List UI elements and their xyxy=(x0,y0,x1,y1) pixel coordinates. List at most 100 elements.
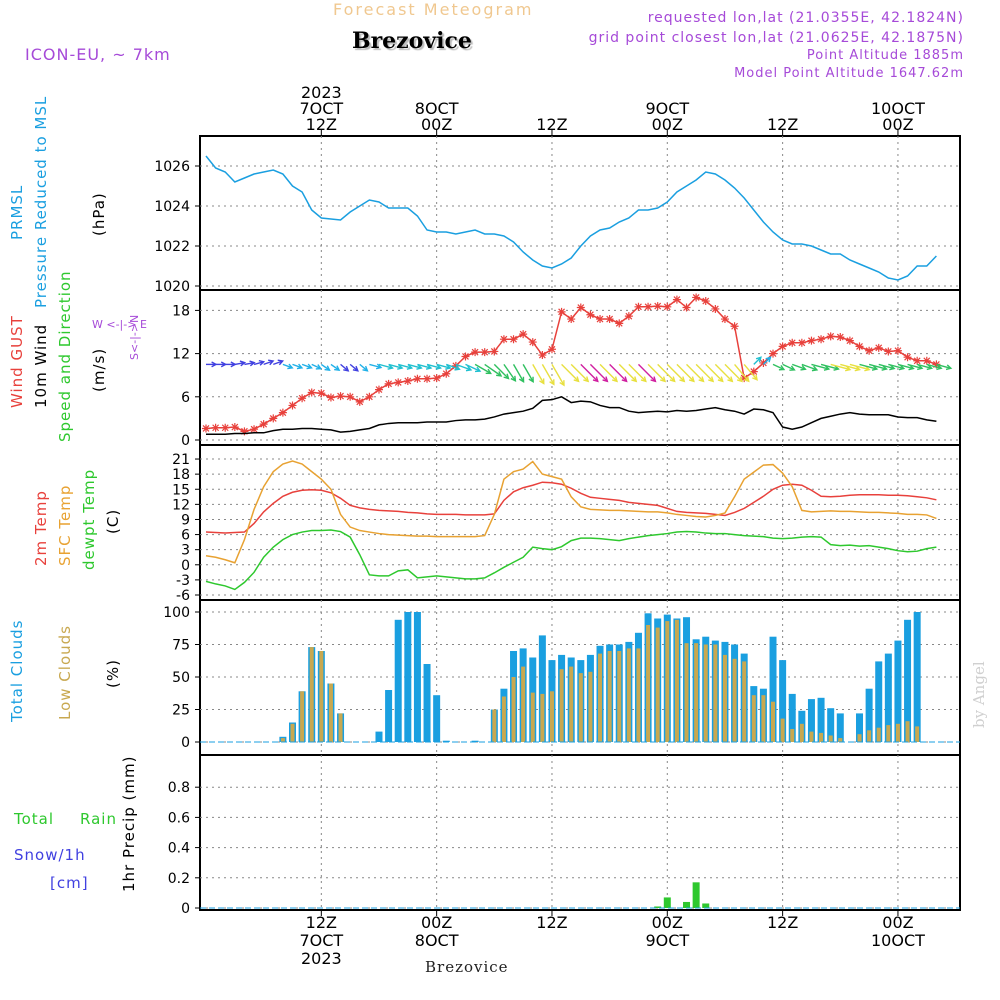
wind-arrow-head xyxy=(936,364,943,371)
gust-marker xyxy=(817,335,826,344)
wind-arrow xyxy=(292,363,303,369)
wind-arrow xyxy=(512,364,525,383)
gust-marker xyxy=(278,408,287,417)
y-tick-label: 6 xyxy=(181,528,190,544)
bar-total-clouds xyxy=(779,660,787,742)
wind-arrow xyxy=(570,363,589,382)
y-tick-label: 3 xyxy=(181,543,190,559)
gust-marker xyxy=(259,420,268,429)
bar-low-clouds xyxy=(646,625,651,742)
gust-marker xyxy=(836,333,845,342)
gust-marker xyxy=(269,414,278,423)
bar-low-clouds xyxy=(665,621,670,742)
wind-arrow xyxy=(734,363,750,382)
gust-marker xyxy=(221,423,230,432)
y-tick-label: 1024 xyxy=(154,199,190,215)
panel-pressure: 1020 1022 1024 1026 xyxy=(154,135,961,295)
wind-arrow xyxy=(273,360,283,366)
wind-arrow xyxy=(340,363,349,372)
wind-arrow-head xyxy=(823,365,831,371)
time-label-top: 7OCT xyxy=(299,99,343,118)
gust-marker xyxy=(336,392,345,401)
bar-total-clouds xyxy=(817,697,825,742)
y-tick-label: 9 xyxy=(181,512,190,528)
bar-low-clouds xyxy=(588,671,593,742)
gust-marker xyxy=(499,335,508,344)
wind-arrow xyxy=(398,363,412,369)
compass-we: W <-|-> E xyxy=(92,318,147,331)
y-tick-label: 25 xyxy=(172,703,190,719)
gust-marker xyxy=(250,425,259,434)
wind-arrow-head xyxy=(387,364,394,370)
bar-low-clouds xyxy=(905,721,910,742)
wind-arrow xyxy=(244,361,255,366)
wind-arrow-head xyxy=(736,376,743,383)
bar-low-clouds xyxy=(617,651,622,742)
gust-marker xyxy=(509,335,518,344)
wind-arrow-head xyxy=(474,366,482,373)
gust-marker xyxy=(769,349,778,358)
wind-arrow xyxy=(263,360,274,366)
wind-arrow xyxy=(349,363,359,372)
y-tick-label: 18 xyxy=(172,467,190,483)
gust-marker xyxy=(442,369,451,378)
bar-low-clouds xyxy=(761,695,766,742)
wind-arrow xyxy=(436,363,451,369)
series-line-dewpt-temp xyxy=(205,529,937,591)
y-tick-label: 6 xyxy=(181,390,190,406)
bar-low-clouds xyxy=(559,669,564,742)
bar-low-clouds xyxy=(578,673,583,742)
bar-total-clouds xyxy=(894,640,902,742)
wind-arrow xyxy=(791,363,806,370)
wind-arrow xyxy=(907,363,923,369)
gust-marker xyxy=(874,343,883,352)
bar-total-clouds xyxy=(538,635,546,742)
wind-arrow-head xyxy=(416,364,423,370)
wind-arrow xyxy=(782,363,795,371)
gust-marker xyxy=(922,356,931,365)
wind-arrow-head xyxy=(752,374,758,381)
bar-total-clouds xyxy=(394,619,402,742)
wind-arrow-head xyxy=(864,365,871,372)
wind-arrow xyxy=(686,363,704,382)
wind-arrow xyxy=(801,363,818,371)
time-label-top: 9OCT xyxy=(645,99,689,118)
wind-arrow xyxy=(378,363,393,369)
wind-arrow-head xyxy=(679,376,686,383)
wind-arrow-head xyxy=(871,365,879,371)
precip-total-label: Total xyxy=(14,810,55,828)
wind-arrow xyxy=(859,363,878,370)
wind-arrow-head xyxy=(898,364,906,371)
wind-arrow-head xyxy=(343,365,350,372)
wind-arrow-head xyxy=(539,378,545,385)
bar-low-clouds xyxy=(857,734,862,742)
bar-low-clouds xyxy=(521,666,526,742)
bar-low-clouds xyxy=(501,696,506,742)
gust-marker xyxy=(365,392,374,401)
wind-arrow-head xyxy=(306,363,313,370)
time-label-bottom: 2023 xyxy=(301,949,342,968)
gust-marker xyxy=(394,378,403,387)
bar-total-rain xyxy=(654,906,662,908)
time-label-bottom: 12Z xyxy=(306,913,337,932)
wind-arrow xyxy=(388,363,403,369)
bar-total-clouds xyxy=(904,619,912,742)
gust-marker xyxy=(740,374,749,383)
gust-marker xyxy=(701,297,710,306)
bar-total-clouds xyxy=(827,708,835,742)
gust-marker xyxy=(374,385,383,394)
bar-low-clouds xyxy=(876,727,881,742)
wind-arrow-head xyxy=(800,364,807,371)
time-label-top: 12Z xyxy=(767,115,798,134)
wind-arrow xyxy=(599,363,618,382)
panel-frame xyxy=(199,444,961,601)
gust-marker xyxy=(519,330,528,339)
y-tick-label: 12 xyxy=(172,497,190,513)
wind-arrow-head xyxy=(631,376,638,383)
bar-low-clouds xyxy=(895,723,900,742)
bar-total-clouds xyxy=(423,664,431,742)
bar-low-clouds xyxy=(674,619,679,742)
wind-arrow-head xyxy=(621,376,628,383)
